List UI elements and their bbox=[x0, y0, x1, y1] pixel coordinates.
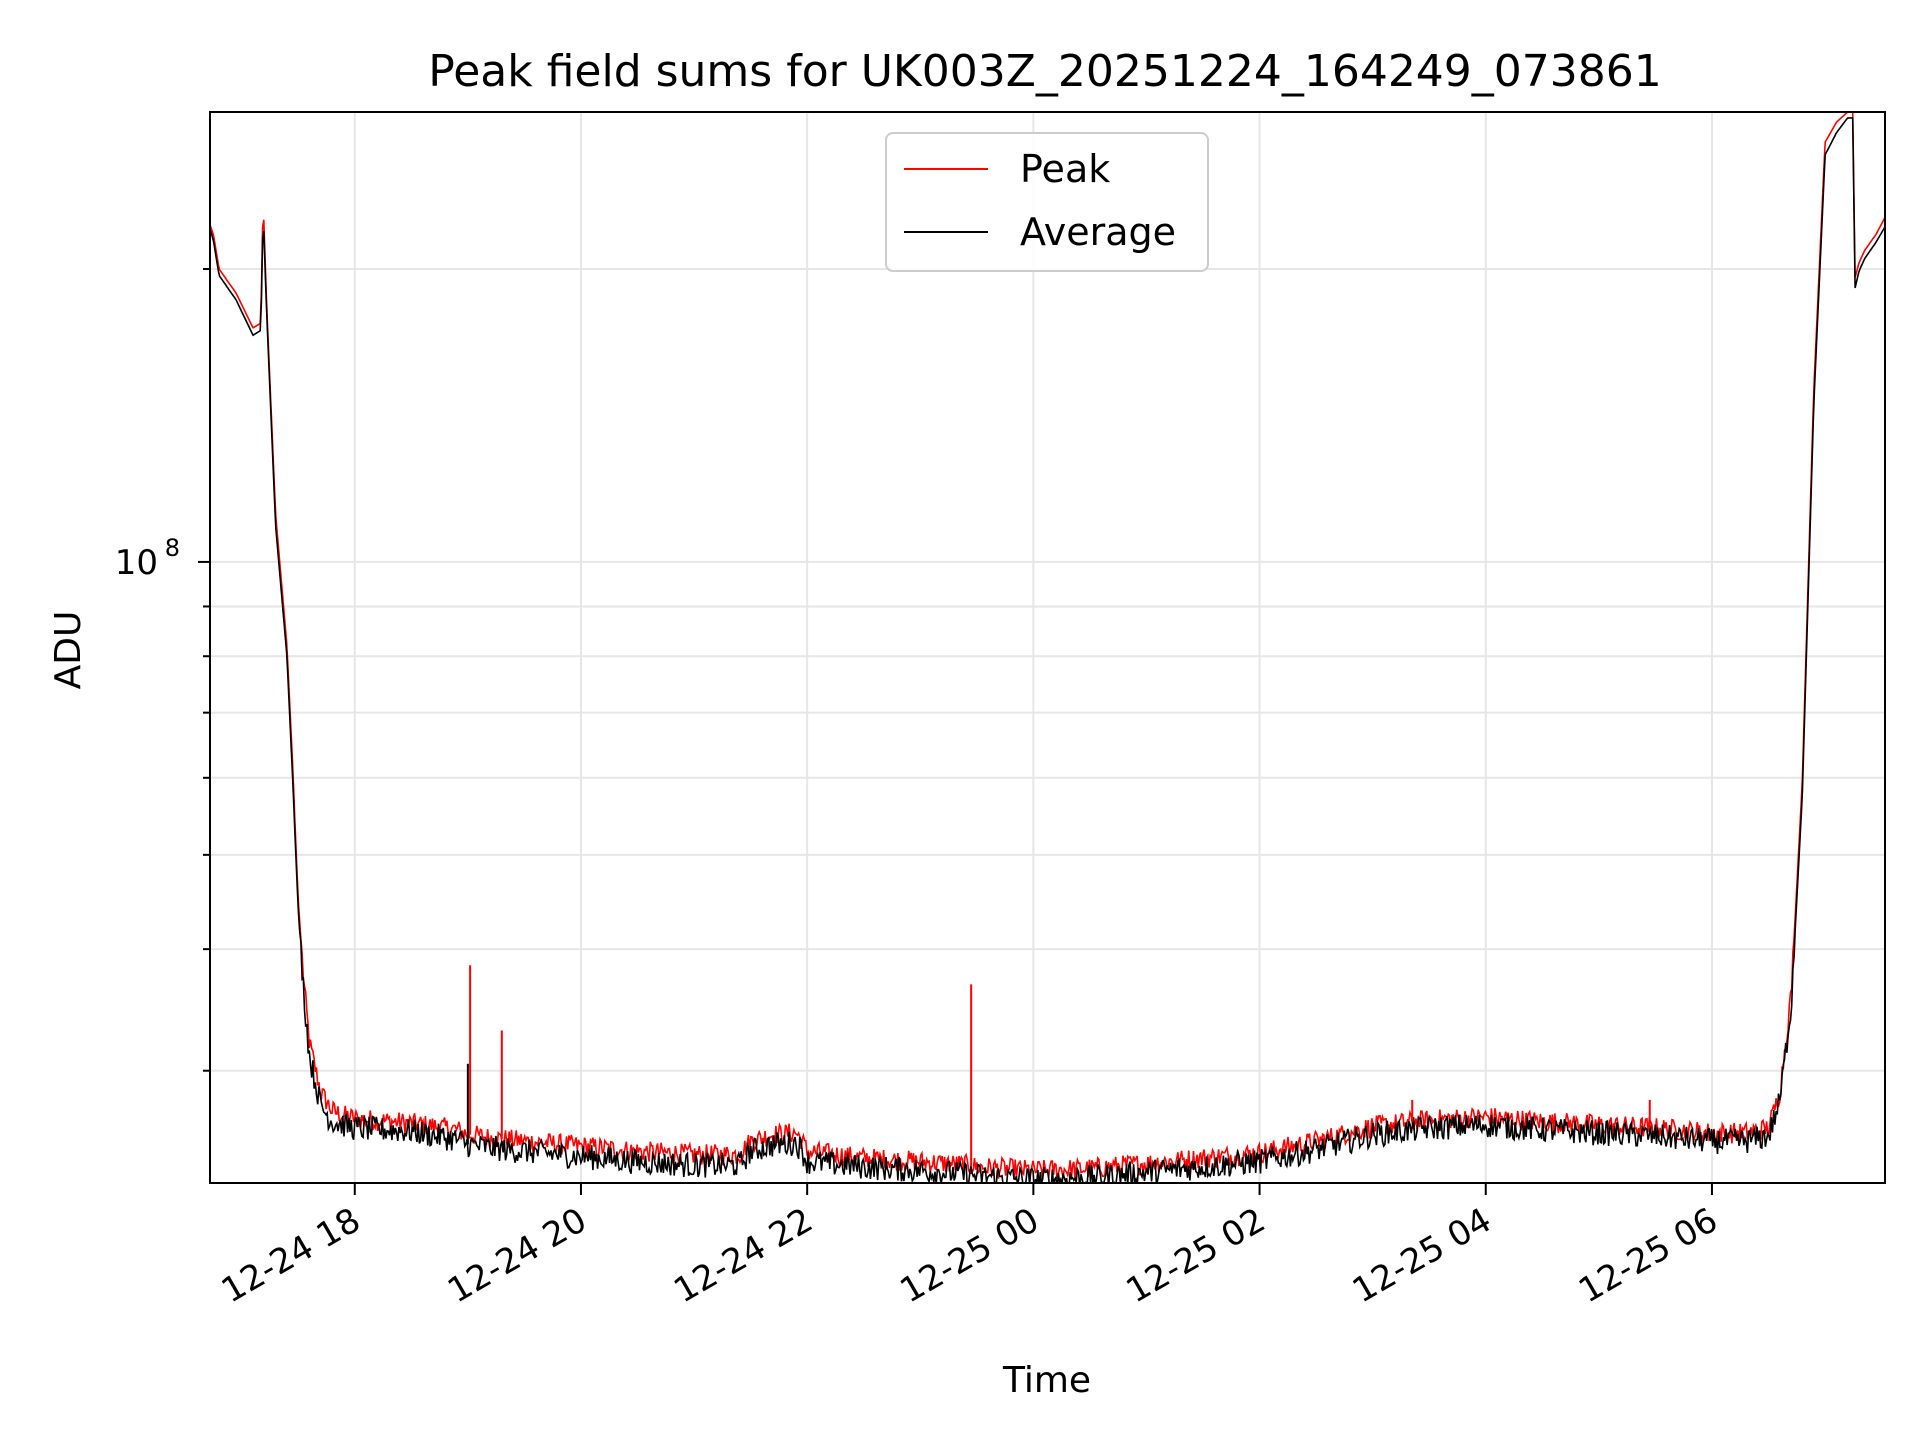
x-tick-label: 12-25 02 bbox=[1120, 1200, 1272, 1311]
y-tick-label: 10 bbox=[115, 543, 158, 583]
legend-label-peak: Peak bbox=[1020, 147, 1110, 191]
legend: Peak Average bbox=[885, 132, 1209, 272]
x-tick-label: 12-24 22 bbox=[667, 1200, 819, 1311]
legend-box bbox=[885, 132, 1209, 272]
axis-ticks: 12-24 18 12-24 20 12-24 22 12-25 00 12-25 02… bbox=[115, 268, 1724, 1311]
x-axis-label: Time bbox=[1002, 1360, 1091, 1401]
y-axis-label: ADU bbox=[48, 611, 89, 690]
x-tick-label: 12-25 04 bbox=[1346, 1200, 1498, 1311]
plot-series bbox=[210, 112, 1885, 1183]
grid bbox=[210, 112, 1885, 1183]
y-tick-exponent: 8 bbox=[165, 534, 180, 562]
plot-frame bbox=[209, 111, 1886, 1184]
series-line-peak bbox=[210, 112, 1885, 1180]
x-tick-label: 12-25 06 bbox=[1572, 1200, 1724, 1311]
x-tick-label: 12-24 20 bbox=[441, 1200, 593, 1311]
series-line-average bbox=[210, 117, 1885, 1183]
x-tick-label: 12-24 18 bbox=[215, 1200, 367, 1311]
legend-label-average: Average bbox=[1020, 210, 1176, 254]
x-tick-label: 12-25 00 bbox=[893, 1200, 1045, 1311]
chart-title: Peak field sums for UK003Z_20251224_1642… bbox=[428, 46, 1662, 97]
